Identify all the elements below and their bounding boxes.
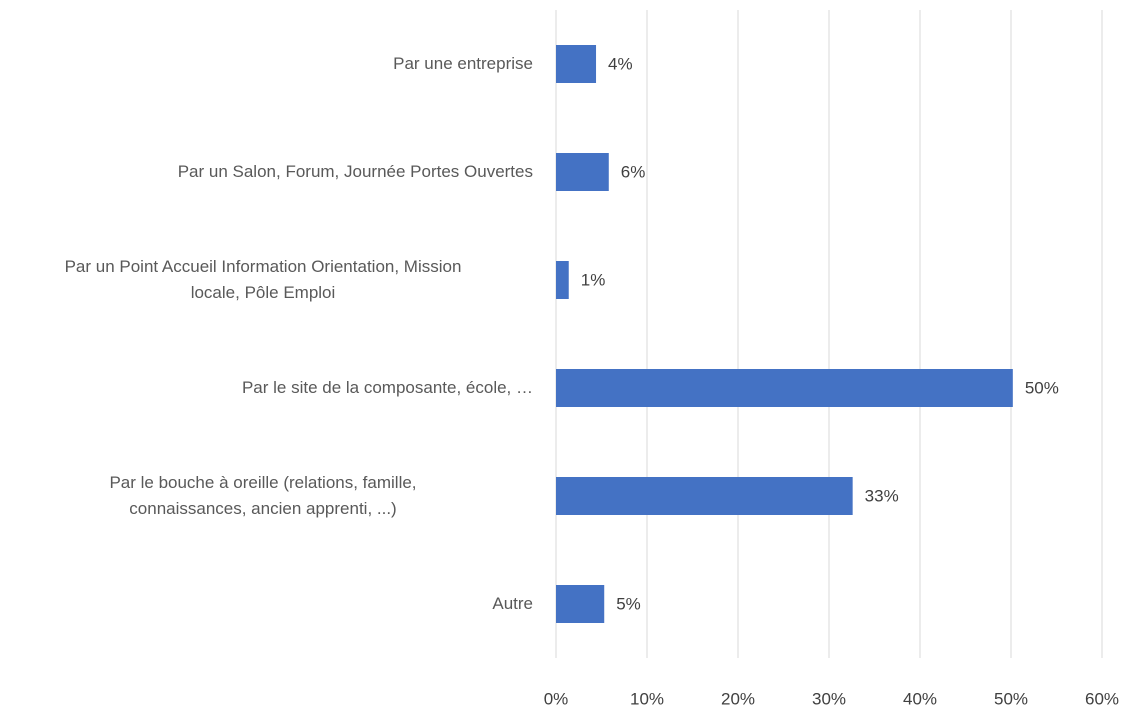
x-tick-label: 40% [903, 689, 937, 708]
bar [556, 45, 597, 83]
y-tick-label: Par un Salon, Forum, Journée Portes Ouve… [177, 162, 533, 181]
bar [556, 369, 1013, 407]
value-label: 6% [621, 162, 646, 181]
y-tick-label: Par une entreprise [393, 54, 533, 73]
x-tick-label: 60% [1085, 689, 1119, 708]
x-tick-label: 20% [721, 689, 755, 708]
y-tick-label: Par le bouche à oreille (relations, fami… [109, 473, 417, 518]
bar [556, 477, 853, 515]
bar [556, 261, 569, 299]
value-label: 1% [581, 270, 606, 289]
bar [556, 153, 609, 191]
x-tick-label: 30% [812, 689, 846, 708]
value-label: 50% [1025, 378, 1059, 397]
value-label: 33% [865, 486, 899, 505]
x-tick-label: 10% [630, 689, 664, 708]
y-tick-label: Par le site de la composante, école, … [241, 378, 533, 397]
y-tick-label: Autre [492, 594, 533, 613]
x-tick-label: 50% [994, 689, 1028, 708]
bar [556, 585, 605, 623]
value-label: 4% [608, 54, 633, 73]
y-tick-label: Par un Point Accueil Information Orienta… [64, 257, 462, 302]
x-tick-label: 0% [544, 689, 569, 708]
value-label: 5% [616, 594, 641, 613]
